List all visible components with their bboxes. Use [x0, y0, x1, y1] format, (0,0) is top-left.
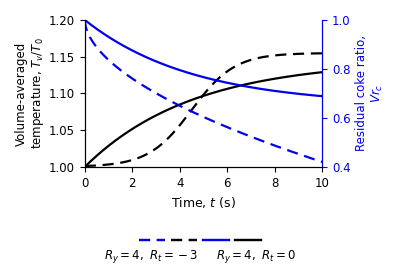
- X-axis label: Time, $t$ (s): Time, $t$ (s): [171, 195, 236, 210]
- Y-axis label: Volume-averaged
temperature, $T_v/T_0$: Volume-averaged temperature, $T_v/T_0$: [15, 38, 46, 149]
- Legend: $R_y = 4,\ R_t = -3$, $R_y = 4,\ R_t = 0$: $R_y = 4,\ R_t = -3$, $R_y = 4,\ R_t = 0…: [104, 248, 296, 265]
- Y-axis label: Residual coke ratio,
$Vr_c$: Residual coke ratio, $Vr_c$: [355, 35, 385, 151]
- Legend: , , , : , , ,: [139, 234, 261, 247]
